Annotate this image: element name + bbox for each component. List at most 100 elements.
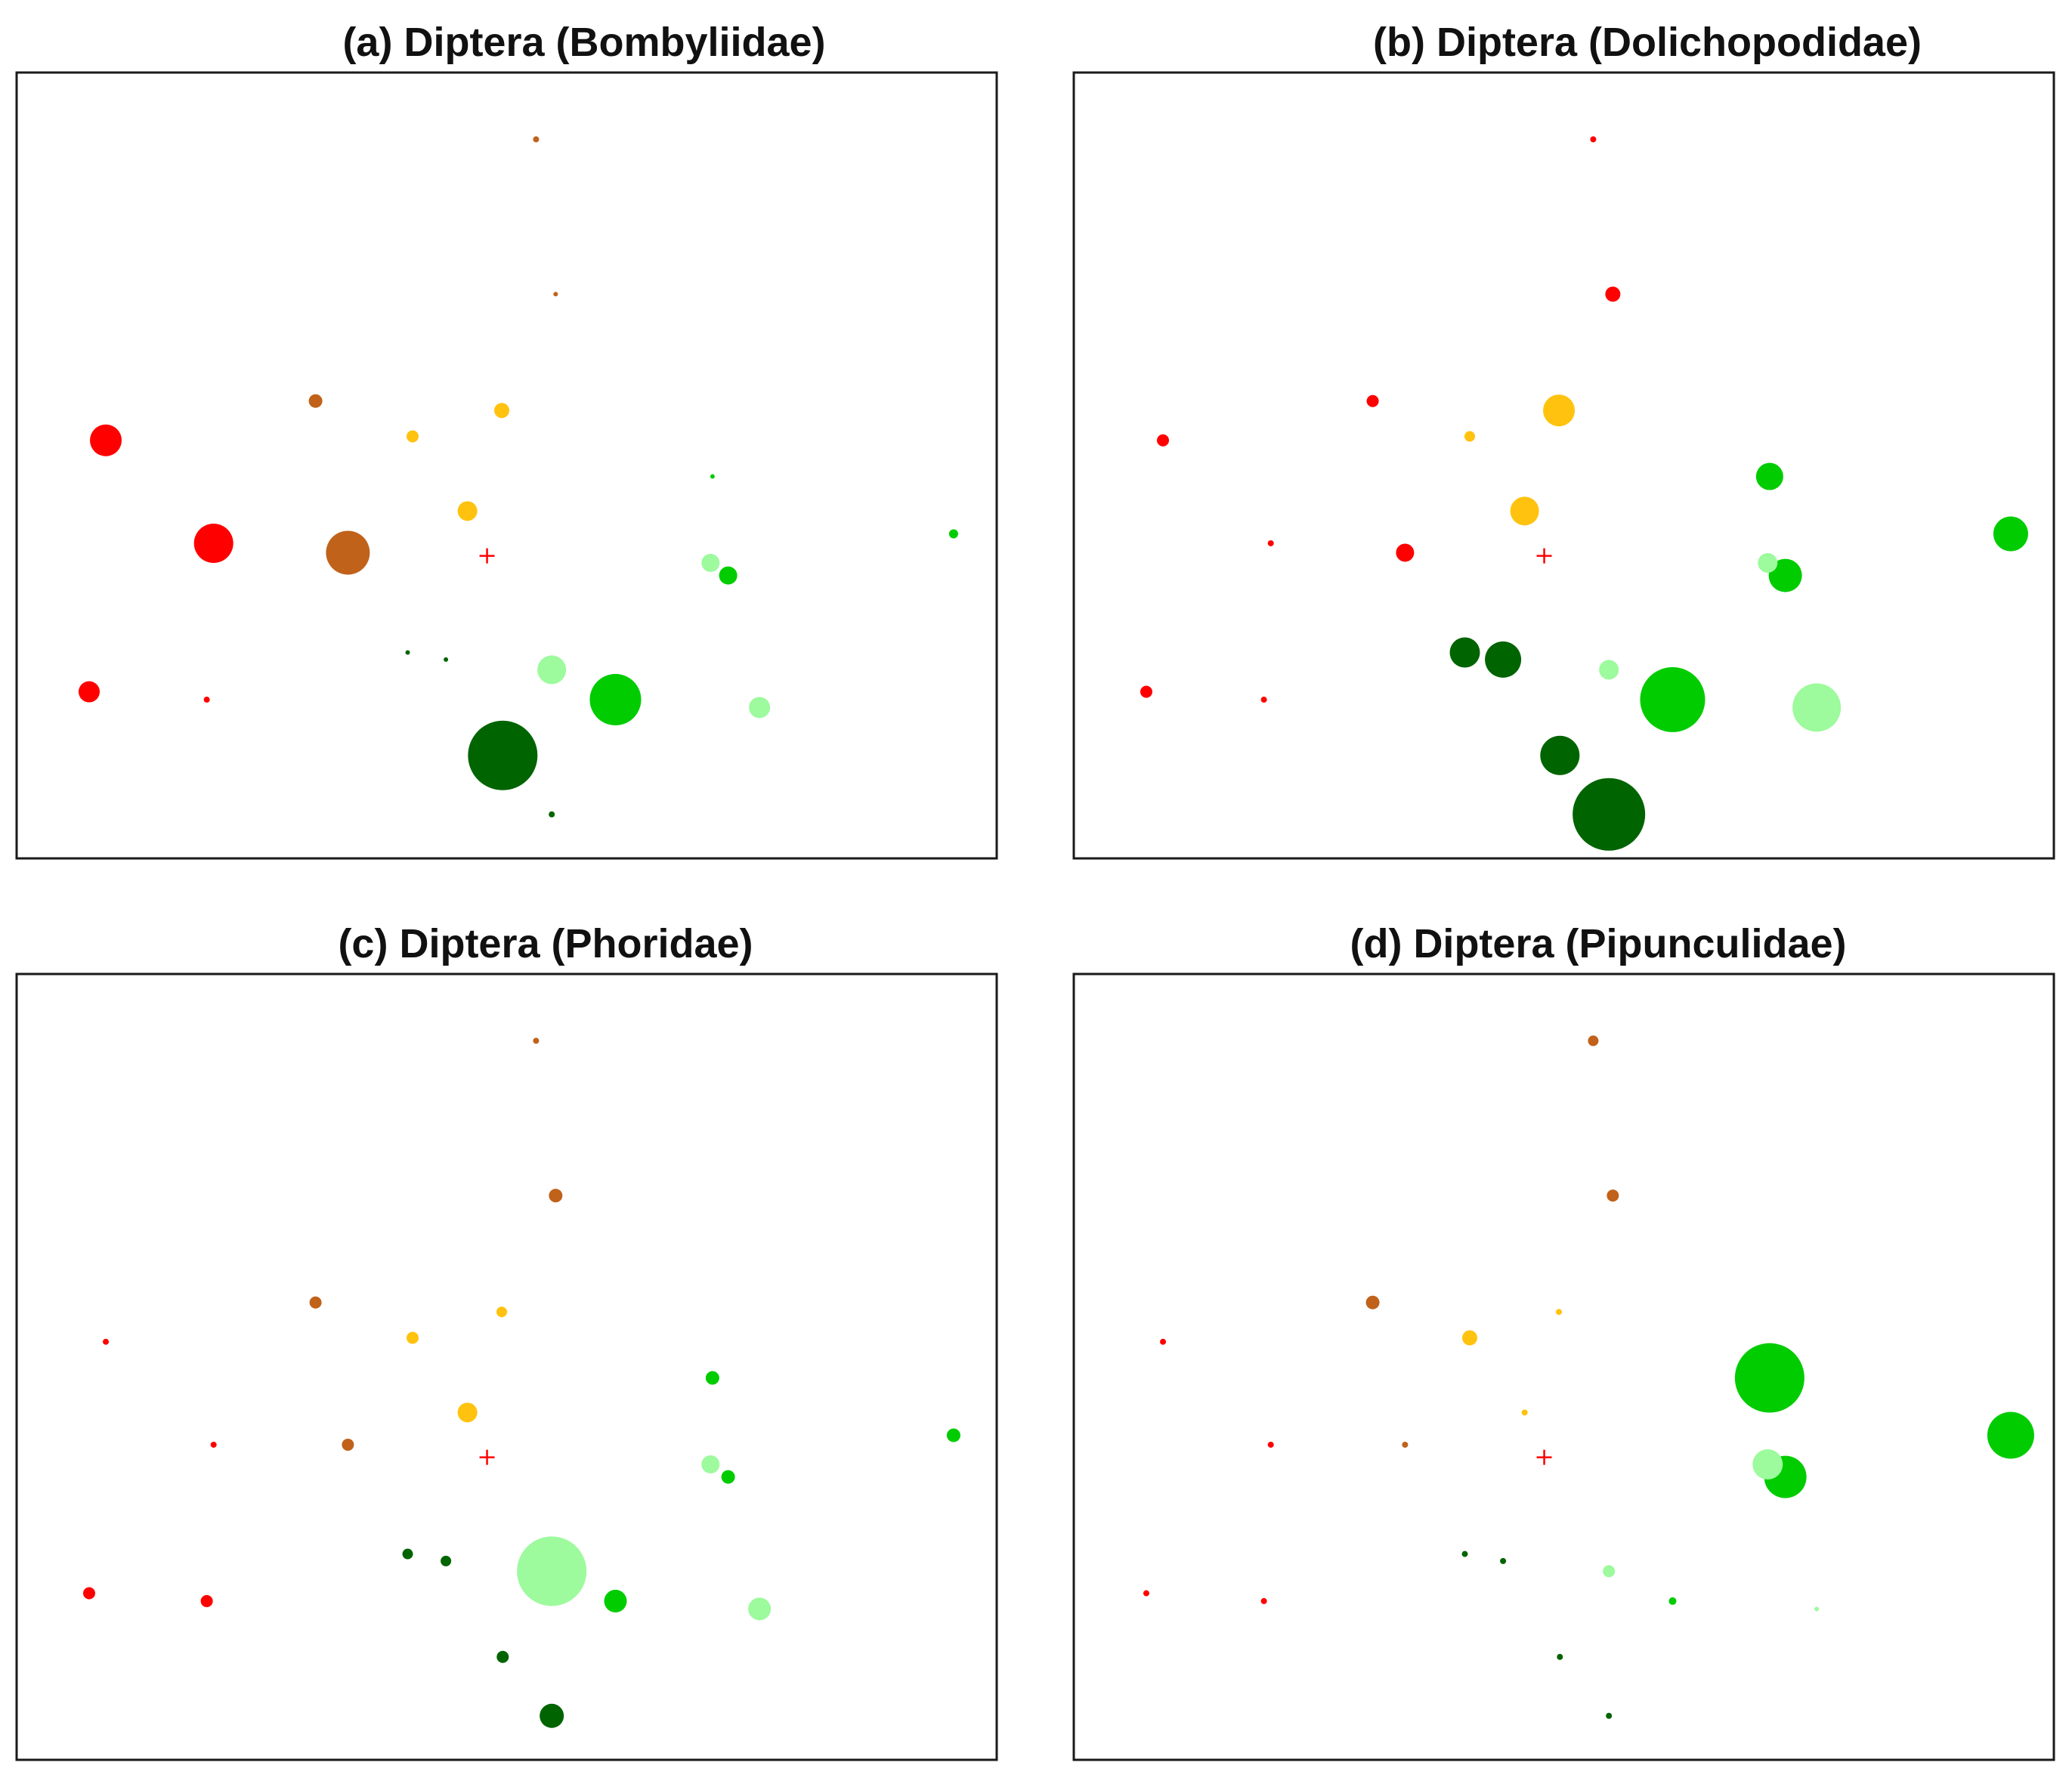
panel-d-point-16: [1752, 1449, 1783, 1480]
panel-c-point-11: [200, 1594, 213, 1607]
panel-d-point-5: [1461, 1330, 1477, 1346]
panel-d-point-19: [1461, 1551, 1468, 1557]
panel-c-point-15: [604, 1589, 627, 1612]
panel-a-point-10: [78, 681, 100, 703]
panel-b-point-7: [1510, 496, 1539, 526]
panel-c-point-10: [82, 1587, 95, 1600]
panel-c-point-14: [721, 1470, 735, 1484]
panel-d-centroid-marker: [1536, 1449, 1552, 1465]
panel-a-point-19: [405, 650, 410, 655]
panel-c-point-22: [540, 1703, 564, 1728]
panel-d-point-20: [1500, 1557, 1507, 1564]
panel-d-point-13: [1987, 1412, 2034, 1459]
panel-a-point-6: [494, 403, 510, 419]
panel-d-title: (d) Diptera (Pipunculidae): [1350, 921, 1846, 966]
panel-b-point-3: [1366, 394, 1379, 407]
panel-a-title: (a) Diptera (Bombyliidae): [342, 20, 825, 65]
panel-b-point-12: [1755, 462, 1783, 490]
panel-a-point-18: [749, 697, 771, 719]
panel-a-point-9: [193, 523, 233, 563]
panel-b-point-20: [1485, 641, 1522, 678]
panel-c-point-5: [406, 1331, 419, 1344]
panel-b-point-4: [1396, 543, 1415, 562]
panel-c-point-8: [103, 1338, 110, 1345]
panel-a-point-15: [589, 673, 642, 725]
panel-d-point-10: [1143, 1590, 1149, 1597]
panel-b-centroid-marker: [1536, 548, 1552, 564]
panel-c-frame: [15, 972, 998, 1761]
panel-c-point-20: [441, 1555, 452, 1566]
panel-a-point-22: [549, 811, 555, 818]
panel-c-point-13: [946, 1428, 960, 1442]
panel-c-title: (c) Diptera (Phoridae): [338, 921, 753, 966]
panel-a-point-16: [701, 553, 720, 572]
panel-b-point-19: [1449, 637, 1480, 668]
panel-d-point-12: [1734, 1343, 1804, 1413]
panel-b-point-13: [1993, 516, 2028, 552]
panel-d-point-22: [1606, 1712, 1613, 1719]
panel-c-point-2: [549, 1189, 563, 1203]
panel-c-centroid-marker: [479, 1449, 495, 1465]
panel-c-plot: [82, 1037, 960, 1728]
panel-c-point-12: [705, 1371, 719, 1385]
panel-b-point-17: [1599, 660, 1619, 680]
panel-d-point-15: [1668, 1597, 1677, 1605]
panel-c-point-1: [533, 1037, 540, 1044]
panel-d-point-17: [1603, 1565, 1616, 1578]
panel-d-point-11: [1260, 1597, 1267, 1604]
panel-b-point-21: [1540, 735, 1580, 775]
panel-b-point-8: [1157, 434, 1170, 447]
panel-b-point-2: [1605, 286, 1621, 302]
panel-a-point-7: [457, 501, 478, 521]
panel-d-point-7: [1521, 1409, 1528, 1416]
panel-b-point-14: [1768, 558, 1802, 592]
panel-b-frame: [1072, 71, 2055, 860]
panel-d-frame: [1072, 972, 2055, 1761]
panel-c-point-9: [210, 1441, 217, 1448]
panel-d-point-3: [1365, 1295, 1380, 1309]
panel-a-point-14: [719, 566, 738, 585]
panel-a-plot: [78, 136, 958, 818]
panel-b-point-1: [1590, 136, 1597, 143]
panel-b-plot: [1140, 136, 2028, 851]
panel-b-point-15: [1640, 666, 1706, 732]
panel-b-point-9: [1267, 540, 1274, 546]
panel-d-point-9: [1267, 1441, 1274, 1448]
panel-d-point-18: [1814, 1606, 1820, 1612]
panel-c-point-16: [701, 1455, 720, 1473]
panel-d-point-1: [1588, 1035, 1599, 1047]
panel-d-point-6: [1556, 1309, 1563, 1316]
panel-a-point-5: [406, 430, 419, 443]
panel-c-point-6: [496, 1306, 508, 1318]
panel-b-point-16: [1758, 552, 1778, 573]
panel-a-point-12: [710, 474, 715, 479]
panel-a-point-2: [553, 292, 558, 297]
panel-b-point-18: [1792, 683, 1842, 732]
panel-a-point-20: [444, 657, 449, 662]
panel-a-point-8: [90, 424, 122, 456]
panel-d-point-4: [1402, 1441, 1409, 1448]
panel-a-centroid-marker: [479, 548, 495, 564]
panel-a-point-3: [308, 394, 323, 408]
panel-a-point-11: [203, 696, 210, 703]
panel-c-point-7: [457, 1402, 478, 1423]
panel-c-point-21: [496, 1650, 509, 1663]
panel-b-point-10: [1140, 685, 1152, 698]
panel-b-title: (b) Diptera (Dolichopodidae): [1373, 20, 1922, 65]
panel-d-point-2: [1607, 1189, 1619, 1202]
panel-b-point-6: [1543, 394, 1576, 427]
panel-c-point-4: [342, 1438, 354, 1451]
panel-b-point-22: [1573, 778, 1646, 851]
panel-a-point-4: [326, 530, 370, 575]
panel-d-plot: [1143, 1035, 2034, 1719]
panel-d-point-8: [1160, 1338, 1167, 1345]
panel-a-point-17: [537, 655, 567, 685]
panel-a-point-13: [948, 529, 958, 539]
panel-a-point-21: [468, 720, 538, 790]
panel-a-point-1: [533, 136, 540, 143]
panel-c-point-19: [402, 1548, 413, 1560]
panel-c-point-18: [748, 1597, 772, 1621]
panel-d-point-21: [1557, 1653, 1563, 1660]
panel-b-point-11: [1260, 696, 1267, 703]
